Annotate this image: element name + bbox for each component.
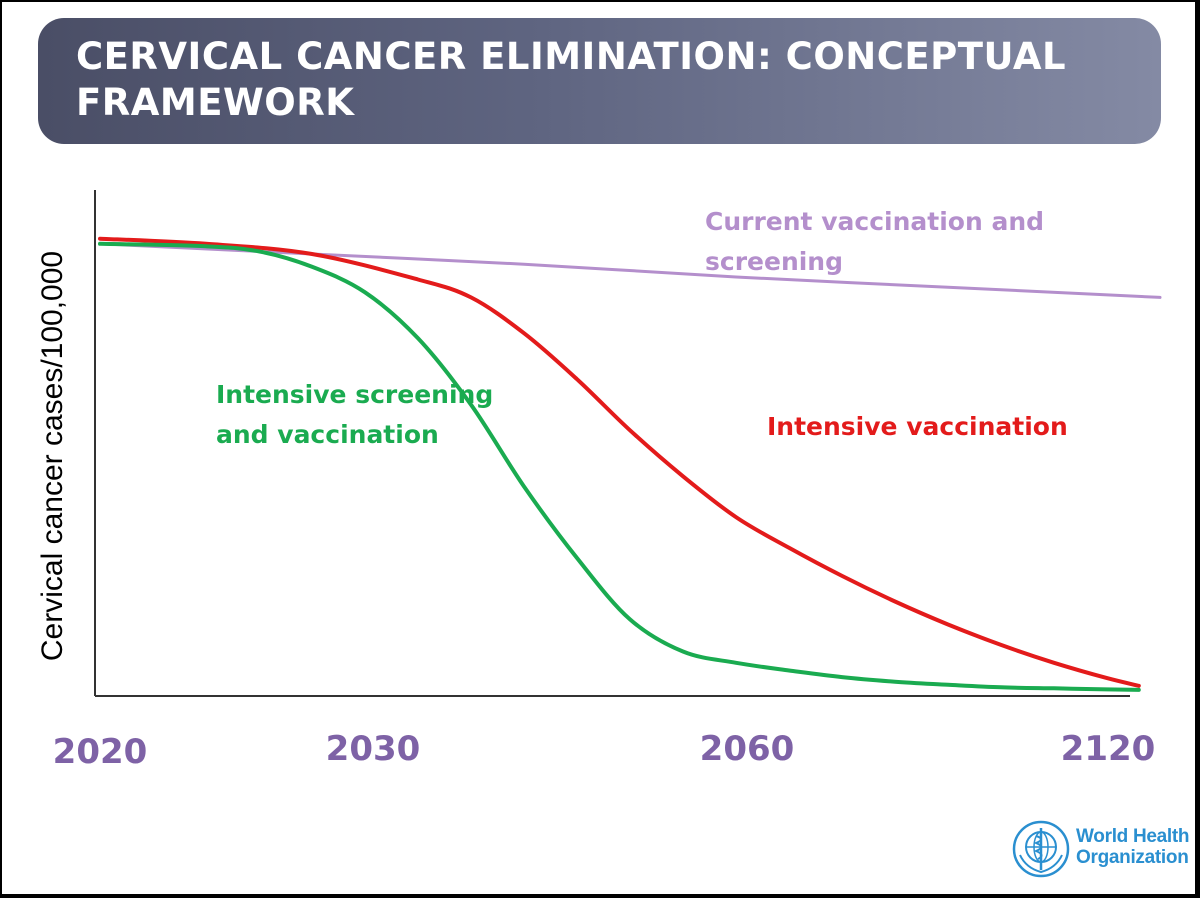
x-tick-label: 2060	[700, 729, 795, 769]
series-line-screening	[98, 241, 1141, 692]
x-tick-label: 2020	[53, 732, 148, 772]
title-banner: CERVICAL CANCER ELIMINATION: CONCEPTUAL …	[38, 18, 1161, 144]
slide-title: CERVICAL CANCER ELIMINATION: CONCEPTUAL …	[76, 35, 1067, 124]
x-tick-label: 2030	[326, 729, 421, 769]
who-line1: World Health	[1076, 826, 1190, 847]
who-logo: World Health Organization	[1012, 820, 1192, 880]
series-layer	[98, 236, 1162, 692]
chart-axes	[94, 190, 1130, 697]
series-line-current	[98, 242, 1162, 299]
series-line-vaccination	[98, 236, 1141, 688]
who-wordmark: World Health Organization	[1076, 826, 1190, 868]
annotation-current-line1: Current vaccination and	[705, 207, 1044, 236]
annotation-current-line2: screening	[705, 247, 843, 276]
annotation-screening-line2: and vaccination	[216, 420, 439, 449]
who-emblem-icon	[1012, 820, 1070, 878]
who-line2: Organization	[1076, 847, 1189, 868]
y-axis-label: Cervical cancer cases/100,000	[36, 251, 69, 661]
x-tick-label: 2120	[1061, 729, 1156, 769]
series-annotations: Current vaccination and screening Intens…	[216, 207, 1068, 449]
x-tick-labels: 2020 2030 2060 2120	[53, 729, 1156, 772]
annotation-screening-line1: Intensive screening	[216, 380, 493, 409]
annotation-vaccination: Intensive vaccination	[767, 412, 1068, 441]
